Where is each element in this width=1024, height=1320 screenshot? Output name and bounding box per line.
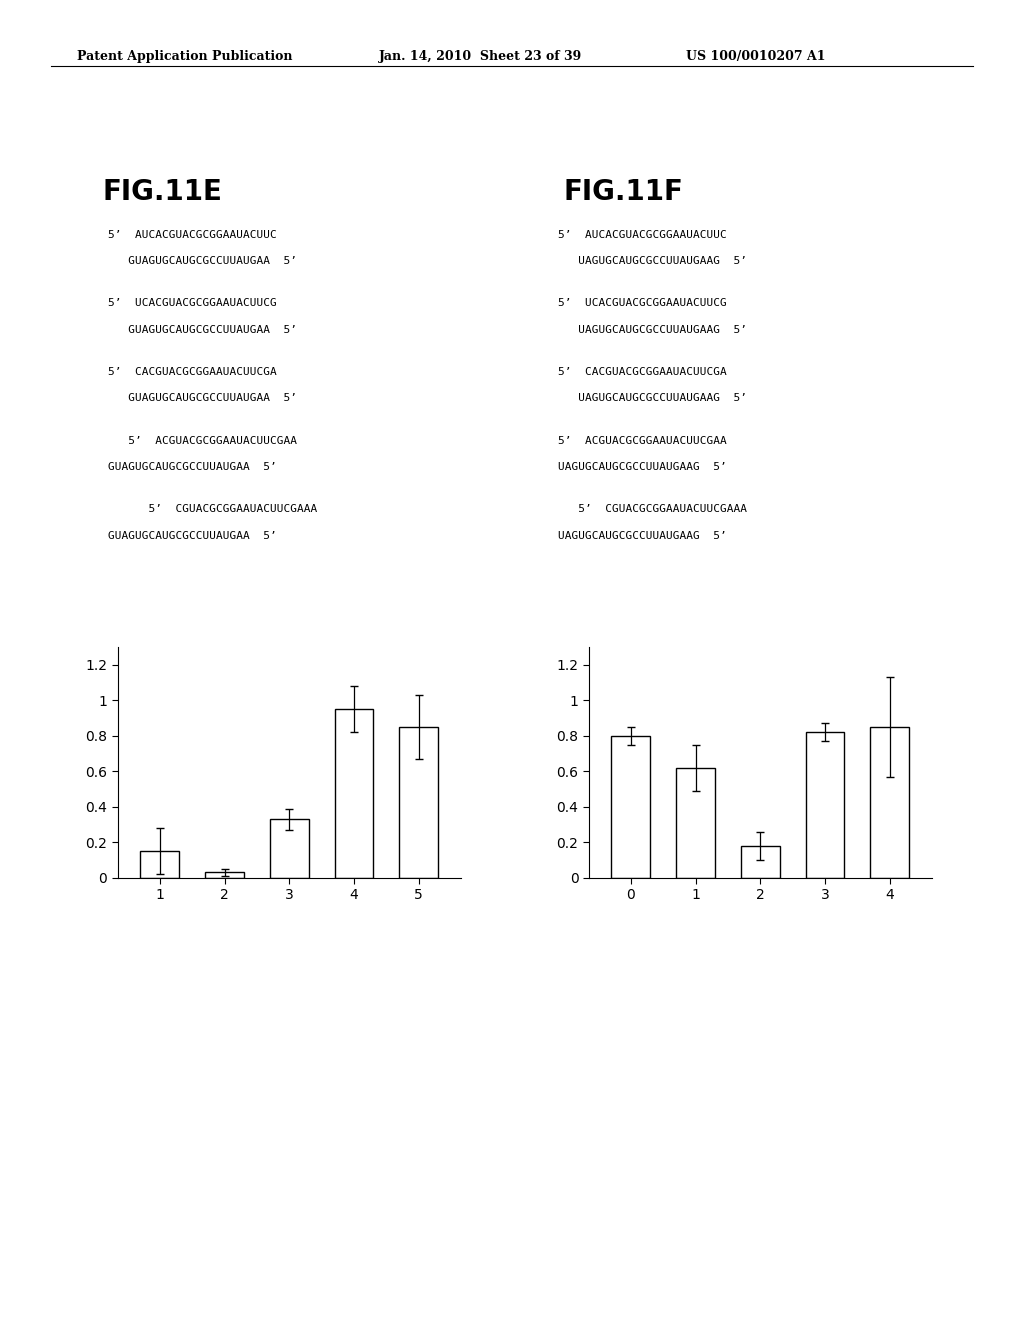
Bar — [399, 727, 438, 878]
Bar — [806, 733, 845, 878]
Bar — [870, 727, 909, 878]
Text: 5’  ACGUACGCGGAAUACUUCGAA: 5’ ACGUACGCGGAAUACUUCGAA — [108, 436, 297, 446]
Text: GUAGUGCAUGCGCCUUAUGAA  5’: GUAGUGCAUGCGCCUUAUGAA 5’ — [108, 325, 297, 335]
Text: UAGUGCAUGCGCCUUAUGAAG  5’: UAGUGCAUGCGCCUUAUGAAG 5’ — [558, 531, 727, 541]
Text: Patent Application Publication: Patent Application Publication — [77, 50, 292, 63]
Text: GUAGUGCAUGCGCCUUAUGAA  5’: GUAGUGCAUGCGCCUUAUGAA 5’ — [108, 393, 297, 404]
Text: 5’  CACGUACGCGGAAUACUUCGA: 5’ CACGUACGCGGAAUACUUCGA — [558, 367, 727, 378]
Bar — [335, 709, 374, 878]
Bar — [676, 768, 715, 878]
Text: 5’  CGUACGCGGAAUACUUCGAAA: 5’ CGUACGCGGAAUACUUCGAAA — [558, 504, 748, 515]
Text: GUAGUGCAUGCGCCUUAUGAA  5’: GUAGUGCAUGCGCCUUAUGAA 5’ — [108, 531, 276, 541]
Text: 5’  CGUACGCGGAAUACUUCGAAA: 5’ CGUACGCGGAAUACUUCGAAA — [108, 504, 316, 515]
Text: UAGUGCAUGCGCCUUAUGAAG  5’: UAGUGCAUGCGCCUUAUGAAG 5’ — [558, 393, 748, 404]
Text: 5’  UCACGUACGCGGAAUACUUCG: 5’ UCACGUACGCGGAAUACUUCG — [558, 298, 727, 309]
Text: GUAGUGCAUGCGCCUUAUGAA  5’: GUAGUGCAUGCGCCUUAUGAA 5’ — [108, 462, 276, 473]
Bar — [611, 735, 650, 878]
Bar — [741, 846, 779, 878]
Text: Jan. 14, 2010  Sheet 23 of 39: Jan. 14, 2010 Sheet 23 of 39 — [379, 50, 582, 63]
Text: UAGUGCAUGCGCCUUAUGAAG  5’: UAGUGCAUGCGCCUUAUGAAG 5’ — [558, 325, 748, 335]
Text: UAGUGCAUGCGCCUUAUGAAG  5’: UAGUGCAUGCGCCUUAUGAAG 5’ — [558, 256, 748, 267]
Text: GUAGUGCAUGCGCCUUAUGAA  5’: GUAGUGCAUGCGCCUUAUGAA 5’ — [108, 256, 297, 267]
Bar — [205, 873, 244, 878]
Bar — [140, 851, 179, 878]
Text: 5’  ACGUACGCGGAAUACUUCGAA: 5’ ACGUACGCGGAAUACUUCGAA — [558, 436, 727, 446]
Text: FIG.11F: FIG.11F — [563, 178, 683, 206]
Text: FIG.11E: FIG.11E — [102, 178, 222, 206]
Text: 5’  AUCACGUACGCGGAAUACUUC: 5’ AUCACGUACGCGGAAUACUUC — [558, 230, 727, 240]
Text: 5’  CACGUACGCGGAAUACUUCGA: 5’ CACGUACGCGGAAUACUUCGA — [108, 367, 276, 378]
Text: 5’  AUCACGUACGCGGAAUACUUC: 5’ AUCACGUACGCGGAAUACUUC — [108, 230, 276, 240]
Text: UAGUGCAUGCGCCUUAUGAAG  5’: UAGUGCAUGCGCCUUAUGAAG 5’ — [558, 462, 727, 473]
Bar — [270, 820, 308, 878]
Text: US 100/0010207 A1: US 100/0010207 A1 — [686, 50, 825, 63]
Text: 5’  UCACGUACGCGGAAUACUUCG: 5’ UCACGUACGCGGAAUACUUCG — [108, 298, 276, 309]
